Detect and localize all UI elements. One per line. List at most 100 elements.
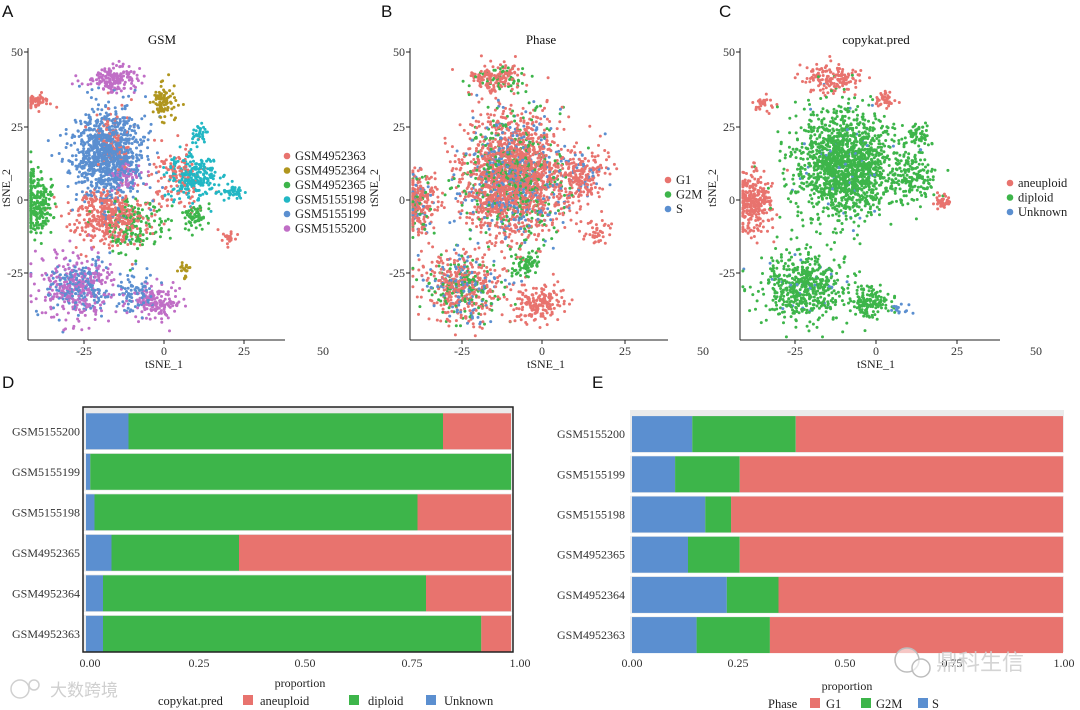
scatter-point <box>155 94 159 98</box>
scatter-point <box>122 116 126 120</box>
scatter-point <box>170 219 173 223</box>
scatter-point <box>467 84 471 88</box>
scatter-point <box>65 142 69 146</box>
scatter-point <box>95 184 99 188</box>
scatter-point <box>58 282 62 286</box>
scatter-point <box>201 130 205 134</box>
scatter-point <box>136 79 140 83</box>
scatter-point <box>198 180 201 184</box>
scatter-point <box>123 165 127 169</box>
scatter-point <box>163 107 167 111</box>
scatter-point <box>171 188 175 192</box>
scatter-point <box>163 193 167 197</box>
scatter-point <box>142 74 146 78</box>
scatter-point <box>37 289 41 293</box>
x-tick-label: 50 <box>317 344 329 358</box>
scatter-point <box>94 262 98 266</box>
scatter-point <box>140 288 144 291</box>
scatter-point <box>178 197 182 201</box>
scatter-point <box>73 230 76 234</box>
scatter-point <box>135 247 139 251</box>
scatter-point <box>127 119 131 123</box>
scatter-point <box>97 215 101 219</box>
scatter-point <box>117 183 121 187</box>
scatter-point <box>100 121 104 125</box>
scatter-point <box>165 171 169 175</box>
scatter-point <box>29 185 33 189</box>
scatter-point <box>239 196 243 200</box>
scatter-point <box>519 318 523 322</box>
scatter-point <box>103 84 107 88</box>
scatter-point <box>103 205 107 209</box>
scatter-point <box>205 181 209 185</box>
scatter-point <box>33 238 37 242</box>
scatter-point <box>172 301 176 305</box>
scatter-point <box>55 313 59 317</box>
scatter-point <box>180 169 183 173</box>
scatter-point <box>44 97 48 101</box>
scatter-point <box>29 294 33 298</box>
scatter-point <box>475 225 479 229</box>
scatter-point <box>186 173 190 176</box>
scatter-point <box>152 162 156 166</box>
scatter-point <box>568 186 572 190</box>
scatter-point <box>532 286 535 290</box>
scatter-point <box>207 207 211 211</box>
scatter-point <box>85 213 89 217</box>
scatter-point <box>607 224 610 228</box>
scatter-point <box>122 70 126 74</box>
scatter-point <box>29 213 33 217</box>
scatter-point <box>93 151 97 155</box>
scatter-point <box>119 147 123 151</box>
scatter-point <box>198 166 202 170</box>
scatter-point <box>39 170 43 174</box>
scatter-point <box>144 221 148 225</box>
scatter-point <box>520 233 524 236</box>
scatter-point <box>128 216 132 220</box>
scatter-point <box>194 189 198 193</box>
scatter-point <box>36 96 40 100</box>
scatter-point <box>213 170 217 174</box>
scatter-point <box>545 323 549 327</box>
scatter-point <box>209 176 212 179</box>
scatter-point <box>149 295 153 298</box>
scatter-point <box>129 288 133 292</box>
scatter-point <box>121 126 125 130</box>
scatter-point <box>151 292 155 295</box>
scatter-point <box>75 218 79 222</box>
scatter-point <box>510 274 514 278</box>
scatter-point <box>160 106 164 110</box>
scatter-point <box>93 169 97 173</box>
scatter-point <box>209 209 213 213</box>
scatter-point <box>411 274 415 278</box>
scatter-point <box>196 198 200 202</box>
scatter-point <box>98 112 102 116</box>
scatter-point <box>169 101 173 105</box>
scatter-point <box>123 208 127 212</box>
scatter-point <box>82 166 86 170</box>
scatter-point <box>479 230 483 234</box>
scatter-point <box>112 278 116 282</box>
scatter-point <box>129 242 133 245</box>
scatter-point <box>153 219 156 223</box>
scatter-point <box>596 191 600 195</box>
scatter-point <box>46 139 50 143</box>
scatter-point <box>87 147 90 151</box>
scatter-point <box>149 208 153 212</box>
scatter-point <box>43 298 47 302</box>
scatter-point <box>29 224 33 228</box>
scatter-point <box>466 305 470 308</box>
scatter-point <box>74 301 77 305</box>
scatter-point <box>183 167 187 171</box>
scatter-point <box>64 128 68 131</box>
scatter-point <box>122 74 125 78</box>
scatter-point <box>100 175 104 179</box>
scatter-point <box>123 128 127 132</box>
scatter-point <box>128 280 132 284</box>
scatter-point <box>483 322 486 326</box>
scatter-point <box>97 292 101 295</box>
scatter-point <box>119 136 123 139</box>
scatter-point <box>454 319 458 323</box>
scatter-point <box>457 263 461 267</box>
scatter-point <box>29 150 33 154</box>
